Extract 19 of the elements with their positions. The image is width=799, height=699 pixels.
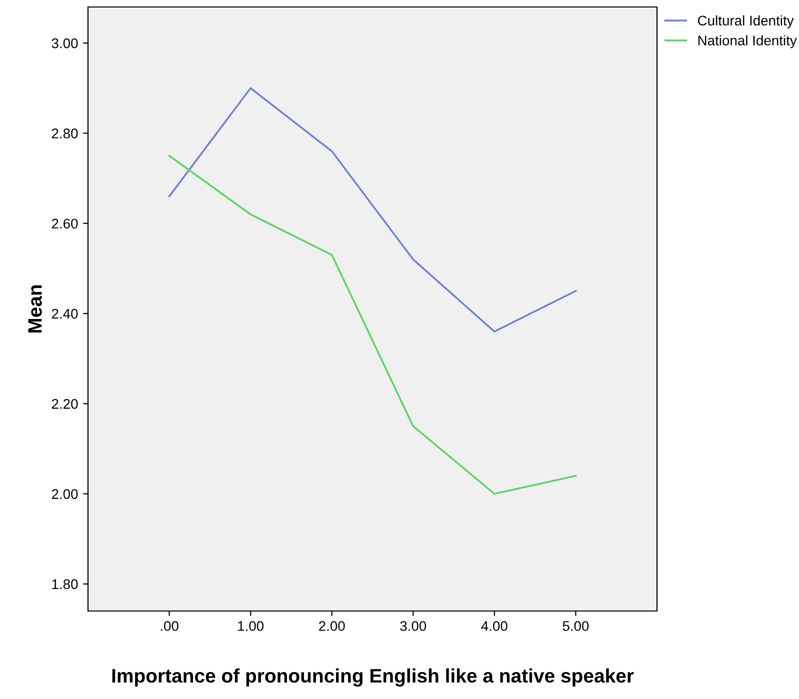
- x-tick-label: 5.00: [562, 621, 589, 631]
- line-series: [168, 154, 577, 495]
- y-tick-label: 3.00: [52, 38, 78, 48]
- y-tick-label: 2.00: [52, 489, 78, 499]
- y-tick-label: 2.60: [52, 218, 78, 229]
- line-series: [168, 87, 577, 332]
- x-tick-label: 1.00: [238, 621, 264, 631]
- y-tick-label: 2.40: [52, 308, 78, 319]
- x-tick-label: 4.00: [481, 621, 508, 631]
- y-axis-title: Mean: [28, 285, 42, 333]
- x-tick-label: 3.00: [400, 621, 426, 631]
- x-axis-title: Importance of pronouncing English like a native speaker: [112, 668, 634, 687]
- y-tick-label: 1.80: [52, 579, 78, 590]
- legend-label: National Identity: [698, 35, 797, 48]
- legend-label: Cultural Identity: [698, 15, 794, 28]
- y-tick-label: 2.80: [52, 128, 78, 138]
- y-tick-label: 2.20: [52, 398, 78, 409]
- x-tick-label: 2.00: [319, 621, 345, 631]
- x-tick-label: .00: [160, 621, 178, 631]
